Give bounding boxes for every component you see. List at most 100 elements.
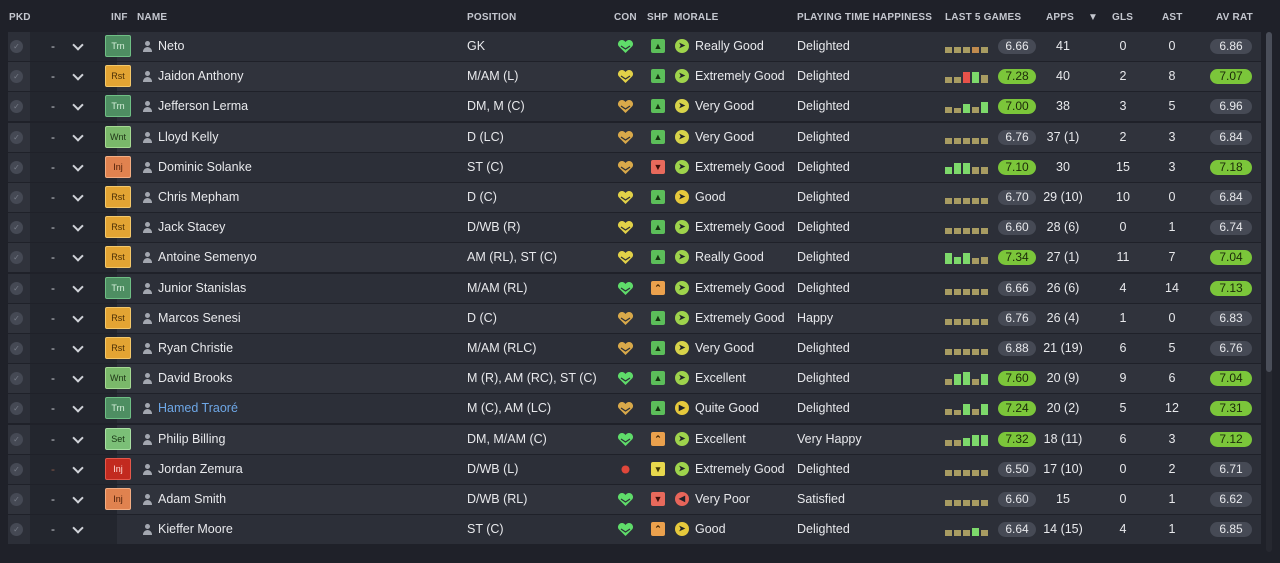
select-checkbox[interactable]: ✓ xyxy=(10,402,23,416)
select-checkbox[interactable]: ✓ xyxy=(10,70,23,84)
player-name-link[interactable]: Kieffer Moore xyxy=(158,522,233,537)
inf-badge[interactable]: Trn xyxy=(105,397,131,420)
table-row[interactable]: ✓ - Inj Dominic Solanke ST (C) ▼ ➤ Extremely Go… xyxy=(8,152,1261,182)
pkd-dropdown[interactable] xyxy=(30,424,117,454)
select-checkbox[interactable]: ✓ xyxy=(10,432,23,446)
player-name-link[interactable]: Jaidon Anthony xyxy=(158,69,244,84)
pkd-dropdown[interactable] xyxy=(30,334,117,363)
col-last-5-games[interactable]: LAST 5 GAMES xyxy=(945,12,1022,23)
table-row[interactable]: ✓ - Trn Neto GK ▲ ➤ Really Good Delighted 6.66 41 0… xyxy=(8,32,1261,61)
inf-badge[interactable]: Inj xyxy=(105,155,131,178)
player-name-link[interactable]: Dominic Solanke xyxy=(158,159,252,174)
inf-badge[interactable]: Rst xyxy=(105,186,131,208)
select-checkbox[interactable]: ✓ xyxy=(10,100,23,114)
pkd-dropdown[interactable] xyxy=(30,152,117,182)
col-inf[interactable]: INF xyxy=(111,12,128,23)
pkd-dropdown[interactable] xyxy=(30,364,117,394)
table-row[interactable]: ✓ - Set Philip Billing DM, M/AM (C) ⌃ ➤ Excelle… xyxy=(8,424,1261,454)
table-row[interactable]: ✓ - Trn Jefferson Lerma DM, M (C) ▲ ➤ Very Good… xyxy=(8,92,1261,122)
table-row[interactable]: ✓ - Rst Antoine Semenyo AM (RL), ST (C) ▲ ➤ Rea… xyxy=(8,243,1261,273)
pkd-dropdown[interactable] xyxy=(30,273,117,303)
player-name-link[interactable]: Lloyd Kelly xyxy=(158,129,219,144)
pkd-dropdown[interactable] xyxy=(30,243,117,273)
col-playing-time[interactable]: PLAYING TIME HAPPINESS xyxy=(797,12,933,23)
scrollbar[interactable] xyxy=(1266,32,1272,552)
select-checkbox[interactable]: ✓ xyxy=(10,191,23,204)
select-checkbox[interactable]: ✓ xyxy=(10,523,23,537)
player-name-link[interactable]: Jordan Zemura xyxy=(158,461,243,476)
pkd-dropdown[interactable] xyxy=(30,122,117,152)
select-checkbox[interactable]: ✓ xyxy=(10,221,23,235)
inf-badge[interactable]: Rst xyxy=(105,246,131,269)
select-checkbox[interactable]: ✓ xyxy=(10,342,23,355)
pkd-dropdown[interactable] xyxy=(30,394,117,424)
pkd-dropdown[interactable] xyxy=(30,62,117,92)
inf-badge[interactable]: Trn xyxy=(105,95,131,118)
pkd-dropdown[interactable] xyxy=(30,454,117,484)
select-checkbox[interactable]: ✓ xyxy=(10,40,23,53)
table-row[interactable]: ✓ - Wnt David Brooks M (R), AM (RC), ST (C) ▲… xyxy=(8,364,1261,394)
table-row[interactable]: ✓ - Rst Jack Stacey D/WB (R) ▲ ➤ Extremely Good… xyxy=(8,213,1261,243)
pkd-dropdown[interactable] xyxy=(30,213,117,243)
select-checkbox[interactable]: ✓ xyxy=(10,130,23,144)
inf-badge[interactable]: Inj xyxy=(105,457,131,480)
table-row[interactable]: ✓ - Kieffer Moore ST (C) ⌃ ➤ Good Delighted 6.64… xyxy=(8,515,1261,545)
col-morale[interactable]: MORALE xyxy=(674,12,719,23)
select-checkbox[interactable]: ✓ xyxy=(10,251,23,265)
player-name-link[interactable]: Neto xyxy=(158,39,185,53)
inf-badge[interactable]: Rst xyxy=(105,216,131,239)
col-ast[interactable]: AST xyxy=(1162,12,1183,23)
select-checkbox[interactable]: ✓ xyxy=(10,462,23,476)
table-row[interactable]: ✓ - Rst Marcos Senesi D (C) ▲ ➤ Extremely Good H… xyxy=(8,303,1261,333)
select-checkbox[interactable]: ✓ xyxy=(10,311,23,325)
player-name-link[interactable]: Chris Mepham xyxy=(158,190,240,204)
table-row[interactable]: ✓ - Trn Junior Stanislas M/AM (RL) ⌃ ➤ Extremel… xyxy=(8,273,1261,303)
col-pkd[interactable]: PKD xyxy=(9,12,31,23)
inf-badge[interactable]: Trn xyxy=(105,276,131,299)
table-row[interactable]: ✓ - Rst Jaidon Anthony M/AM (L) ▲ ➤ Extremely G… xyxy=(8,62,1261,92)
col-shp[interactable]: SHP xyxy=(647,12,669,23)
scrollbar-thumb[interactable] xyxy=(1266,32,1272,372)
inf-badge[interactable]: Inj xyxy=(105,488,131,510)
pkd-dropdown[interactable] xyxy=(30,183,117,212)
table-row[interactable]: ✓ - Wnt Lloyd Kelly D (LC) ▲ ➤ Very Good Delight… xyxy=(8,122,1261,152)
pkd-dropdown[interactable] xyxy=(30,32,117,61)
inf-badge[interactable]: Wnt xyxy=(105,367,131,390)
pkd-dropdown[interactable] xyxy=(30,303,117,333)
player-name-link[interactable]: Ryan Christie xyxy=(158,341,234,355)
player-name-link[interactable]: Philip Billing xyxy=(158,431,226,446)
player-name-link[interactable]: David Brooks xyxy=(158,371,233,386)
select-checkbox[interactable]: ✓ xyxy=(10,281,23,295)
table-row[interactable]: ✓ - Trn Hamed Traoré M (C), AM (LC) ▲ ▶ Quite G… xyxy=(8,394,1261,424)
average-rating-badge: 7.04 xyxy=(1210,250,1252,266)
table-row[interactable]: ✓ - Inj Jordan Zemura D/WB (L) ▾ ➤ Extremely Go… xyxy=(8,454,1261,484)
select-checkbox[interactable]: ✓ xyxy=(10,160,23,174)
table-row[interactable]: ✓ - Rst Chris Mepham D (C) ▲ ➤ Good Delighted 6.7… xyxy=(8,183,1261,212)
col-position[interactable]: POSITION xyxy=(467,12,517,23)
col-av-rat[interactable]: AV RAT xyxy=(1216,12,1253,23)
select-checkbox[interactable]: ✓ xyxy=(10,372,23,386)
table-row[interactable]: ✓ - Inj Adam Smith D/WB (RL) ▼ ◀ Very Poor Satis… xyxy=(8,485,1261,514)
player-name-link[interactable]: Jack Stacey xyxy=(158,220,226,235)
player-name-link[interactable]: Antoine Semenyo xyxy=(158,250,257,265)
player-name-link[interactable]: Adam Smith xyxy=(158,492,227,506)
player-name-link[interactable]: Junior Stanislas xyxy=(158,280,247,295)
pkd-dropdown[interactable] xyxy=(30,92,117,122)
player-name-link[interactable]: Jefferson Lerma xyxy=(158,99,249,114)
inf-badge[interactable]: Rst xyxy=(105,65,131,88)
pkd-dropdown[interactable] xyxy=(30,485,117,514)
inf-badge[interactable]: Wnt xyxy=(105,125,131,148)
col-con[interactable]: CON xyxy=(614,12,637,23)
col-apps[interactable]: APPS xyxy=(1046,12,1075,23)
select-checkbox[interactable]: ✓ xyxy=(10,493,23,506)
player-name-link[interactable]: Hamed Traoré xyxy=(158,401,238,416)
inf-badge[interactable]: Trn xyxy=(105,35,131,57)
inf-badge[interactable]: Set xyxy=(105,427,131,450)
col-gls[interactable]: GLS xyxy=(1112,12,1134,23)
player-name-link[interactable]: Marcos Senesi xyxy=(158,310,241,325)
pkd-dropdown[interactable] xyxy=(30,515,117,545)
inf-badge[interactable]: Rst xyxy=(105,337,131,359)
table-row[interactable]: ✓ - Rst Ryan Christie M/AM (RLC) ▲ ➤ Very Good D… xyxy=(8,334,1261,363)
col-name[interactable]: NAME xyxy=(137,12,168,23)
inf-badge[interactable]: Rst xyxy=(105,306,131,329)
